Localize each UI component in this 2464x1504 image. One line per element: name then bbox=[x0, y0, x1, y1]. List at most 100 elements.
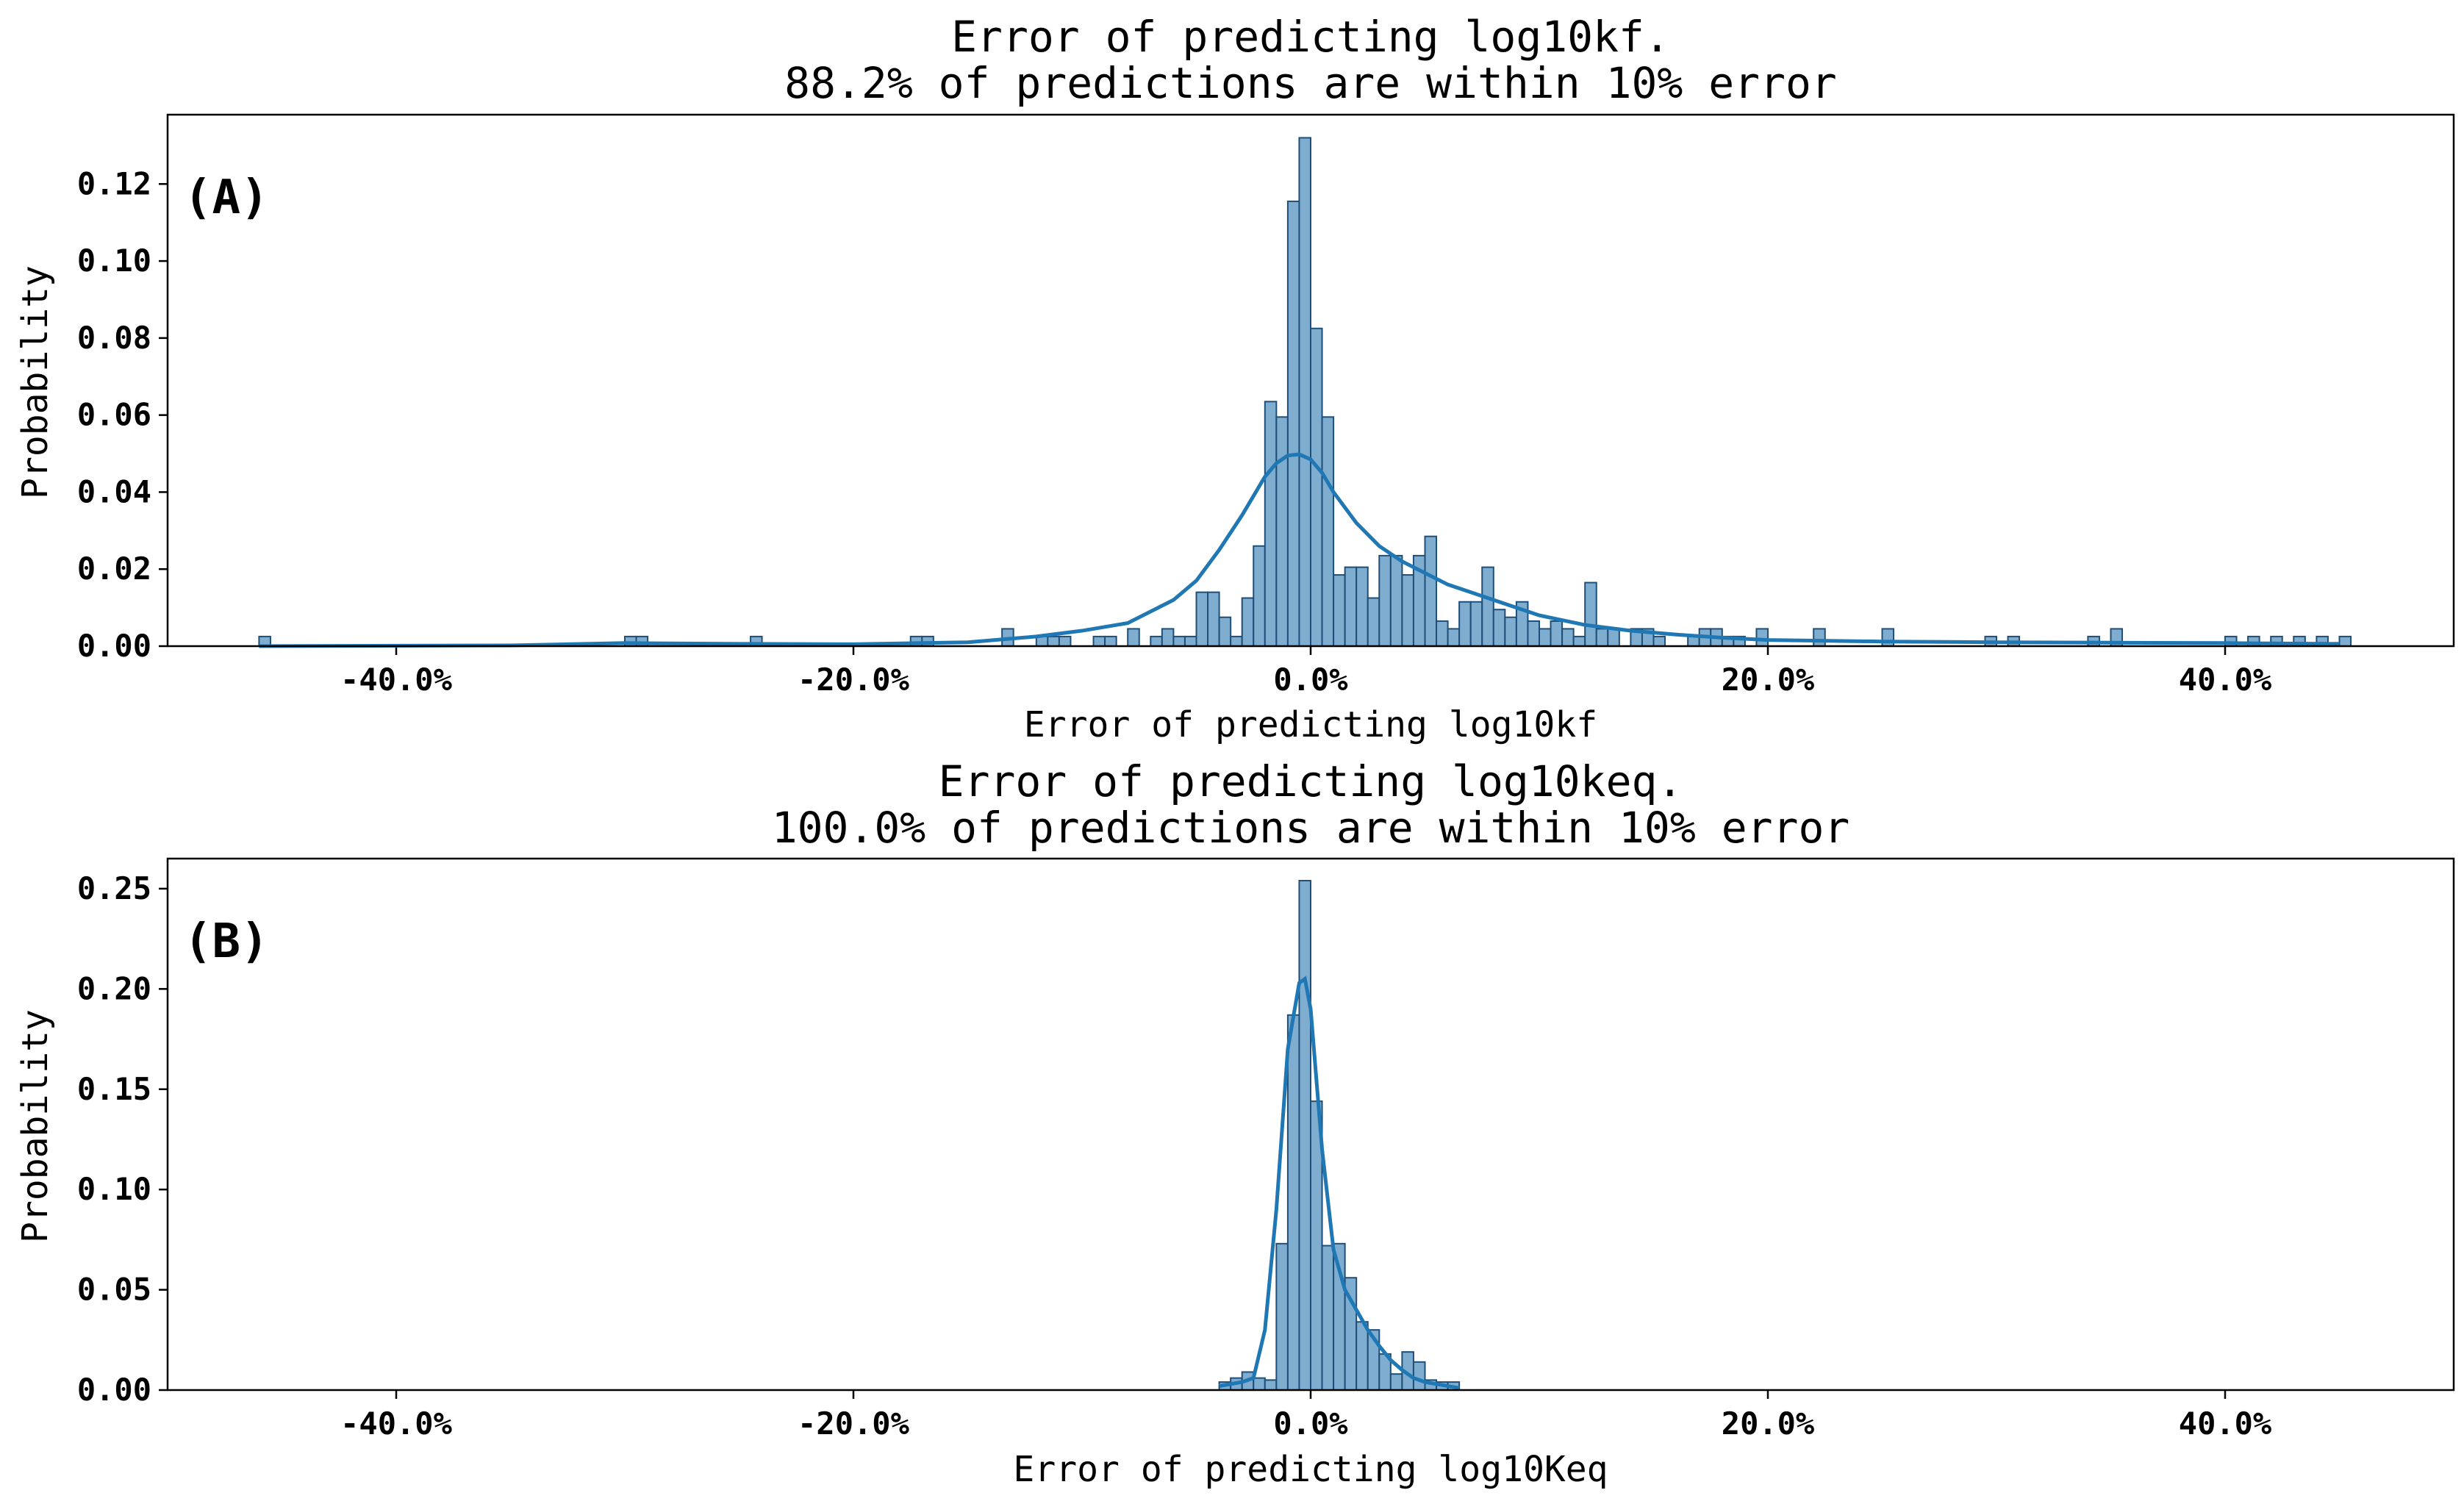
chart-a-bar bbox=[1652, 635, 1666, 648]
chart-b-y-tick-label: 0.20 bbox=[77, 970, 151, 1006]
chart-a-x-axis-label: Error of predicting log10kf bbox=[1024, 704, 1597, 745]
chart-a-bar bbox=[1436, 620, 1449, 648]
chart-b-kde-line bbox=[1219, 975, 1460, 1390]
chart-a-bar bbox=[1207, 591, 1220, 648]
chart-a-bars bbox=[258, 137, 2352, 648]
chart-a-x-tick-label: 0.0% bbox=[1273, 662, 1347, 698]
chart-a-x-ticks: -40.0% -20.0% 0.0% 20.0% 40.0% bbox=[340, 646, 2271, 698]
chart-a-y-tick-label: 0.12 bbox=[77, 165, 151, 201]
chart-b-y-tick-label: 0.10 bbox=[77, 1171, 151, 1207]
chart-b-x-tick-label: 20.0% bbox=[1722, 1405, 1814, 1442]
chart-a-bar bbox=[1275, 416, 1289, 648]
chart-a-bar bbox=[1755, 628, 1769, 647]
chart-b-y-tick-label: 0.00 bbox=[77, 1372, 151, 1408]
chart-b-x-tick-label: 40.0% bbox=[2179, 1405, 2271, 1442]
chart-a-bar bbox=[1230, 635, 1243, 648]
chart-a-bar bbox=[1092, 635, 1106, 648]
chart-a-panel-label: (A) bbox=[184, 171, 269, 225]
chart-b-bar bbox=[1389, 1373, 1403, 1392]
chart-a-bar bbox=[1584, 581, 1597, 647]
chart-a-bar bbox=[1172, 635, 1186, 648]
chart-a-bar bbox=[1378, 554, 1392, 648]
chart-b-plot-frame bbox=[166, 857, 2455, 1392]
chart-a-x-tick-label: 20.0% bbox=[1722, 662, 1814, 698]
chart-a-bar bbox=[1183, 635, 1197, 648]
chart-a-bar bbox=[1527, 620, 1540, 648]
chart-a-bar bbox=[1469, 601, 1483, 647]
chart-b-bar bbox=[1321, 1245, 1335, 1392]
chart-b-x-tick-label: -20.0% bbox=[798, 1405, 909, 1442]
chart-a-bar bbox=[1492, 609, 1506, 647]
chart-b-y-tick-label: 0.25 bbox=[77, 870, 151, 906]
chart-b-y-tick-label: 0.15 bbox=[77, 1071, 151, 1107]
chart-a-y-tick-label: 0.10 bbox=[77, 243, 151, 279]
chart-a-bar bbox=[1104, 635, 1117, 648]
chart-b-x-tick-label: 0.0% bbox=[1273, 1405, 1347, 1442]
chart-a-y-axis-label: Probability bbox=[15, 265, 56, 499]
chart-a-x-tick-label: 40.0% bbox=[2179, 662, 2271, 698]
chart-b-x-ticks: -40.0% -20.0% 0.0% 20.0% 40.0% bbox=[340, 1390, 2271, 1442]
chart-a-bar bbox=[1321, 416, 1335, 648]
chart-a-bar bbox=[1401, 574, 1414, 648]
chart-a: Error of predicting log10kf. 88.2% of pr… bbox=[15, 12, 2455, 745]
chart-b-title-line1: Error of predicting log10keq. bbox=[939, 756, 1683, 806]
chart-a-bar bbox=[1550, 620, 1564, 648]
chart-a-title-line2: 88.2% of predictions are within 10% erro… bbox=[784, 58, 1837, 108]
chart-b-bar bbox=[1412, 1361, 1426, 1392]
chart-b-x-tick-label: -40.0% bbox=[340, 1405, 452, 1442]
chart-a-bar bbox=[1333, 574, 1346, 648]
chart-a-bar bbox=[1253, 545, 1266, 648]
chart-b-bar bbox=[1286, 1014, 1300, 1392]
chart-b-bar bbox=[1275, 1242, 1289, 1391]
chart-a-bar bbox=[1424, 535, 1438, 647]
chart-b-title-line2: 100.0% of predictions are within 10% err… bbox=[772, 803, 1850, 853]
chart-a-y-tick-label: 0.06 bbox=[77, 397, 151, 433]
chart-b-y-axis-label: Probability bbox=[15, 1009, 56, 1243]
chart-a-bar bbox=[1355, 566, 1369, 647]
chart-a-bar bbox=[1561, 628, 1575, 647]
chart-a-bar bbox=[2338, 635, 2352, 648]
chart-a-bar bbox=[1687, 635, 1700, 648]
chart-a-bar bbox=[1458, 601, 1472, 647]
chart-a-y-tick-label: 0.04 bbox=[77, 473, 151, 509]
chart-a-bar bbox=[1058, 635, 1072, 648]
chart-a-bar bbox=[1607, 628, 1620, 647]
chart-a-bar bbox=[1286, 200, 1300, 647]
chart-b-bar bbox=[1298, 880, 1311, 1391]
chart-a-bar bbox=[1127, 628, 1140, 647]
chart-b-bar bbox=[1264, 1379, 1278, 1391]
chart-a-bar bbox=[1813, 628, 1826, 647]
chart-a-y-tick-label: 0.00 bbox=[77, 628, 151, 664]
chart-a-plot-frame bbox=[166, 113, 2455, 648]
chart-a-bar bbox=[1367, 597, 1380, 648]
chart-a-bar bbox=[1310, 327, 1323, 647]
chart-a-bar bbox=[1344, 566, 1358, 647]
chart-a-bar bbox=[1150, 635, 1163, 648]
chart-b-y-ticks: 0.00 0.05 0.10 0.15 0.20 0.25 bbox=[77, 870, 168, 1408]
chart-a-bar bbox=[1161, 628, 1175, 647]
chart-a-kde-line bbox=[259, 452, 2340, 648]
chart-a-x-tick-label: -40.0% bbox=[340, 662, 452, 698]
chart-a-bar bbox=[1481, 566, 1494, 647]
chart-a-bar bbox=[1218, 616, 1232, 648]
chart-b-x-axis-label: Error of predicting log10Keq bbox=[1013, 1449, 1608, 1490]
chart-a-bar bbox=[1595, 628, 1609, 647]
chart-b-y-tick-label: 0.05 bbox=[77, 1272, 151, 1308]
chart-a-bar bbox=[1195, 591, 1209, 648]
chart-a-y-tick-label: 0.02 bbox=[77, 551, 151, 587]
chart-a-bar bbox=[1047, 635, 1060, 648]
chart-b: Error of predicting log10keq. 100.0% of … bbox=[15, 756, 2455, 1490]
chart-b-panel-label: (B) bbox=[184, 914, 269, 969]
chart-a-bar bbox=[1572, 635, 1586, 648]
chart-a-title-line1: Error of predicting log10kf. bbox=[951, 12, 1670, 62]
chart-a-y-ticks: 0.00 0.02 0.04 0.06 0.08 0.10 0.12 bbox=[77, 165, 168, 664]
chart-b-bar bbox=[1355, 1321, 1369, 1391]
chart-a-bar bbox=[1298, 137, 1311, 647]
chart-a-bar bbox=[1241, 597, 1255, 648]
chart-a-y-tick-label: 0.08 bbox=[77, 320, 151, 356]
chart-a-x-tick-label: -20.0% bbox=[798, 662, 909, 698]
chart-b-bar bbox=[1253, 1377, 1266, 1392]
chart-b-bars bbox=[1218, 880, 1461, 1392]
chart-a-bar bbox=[1264, 401, 1278, 647]
chart-a-bar bbox=[1539, 628, 1552, 647]
